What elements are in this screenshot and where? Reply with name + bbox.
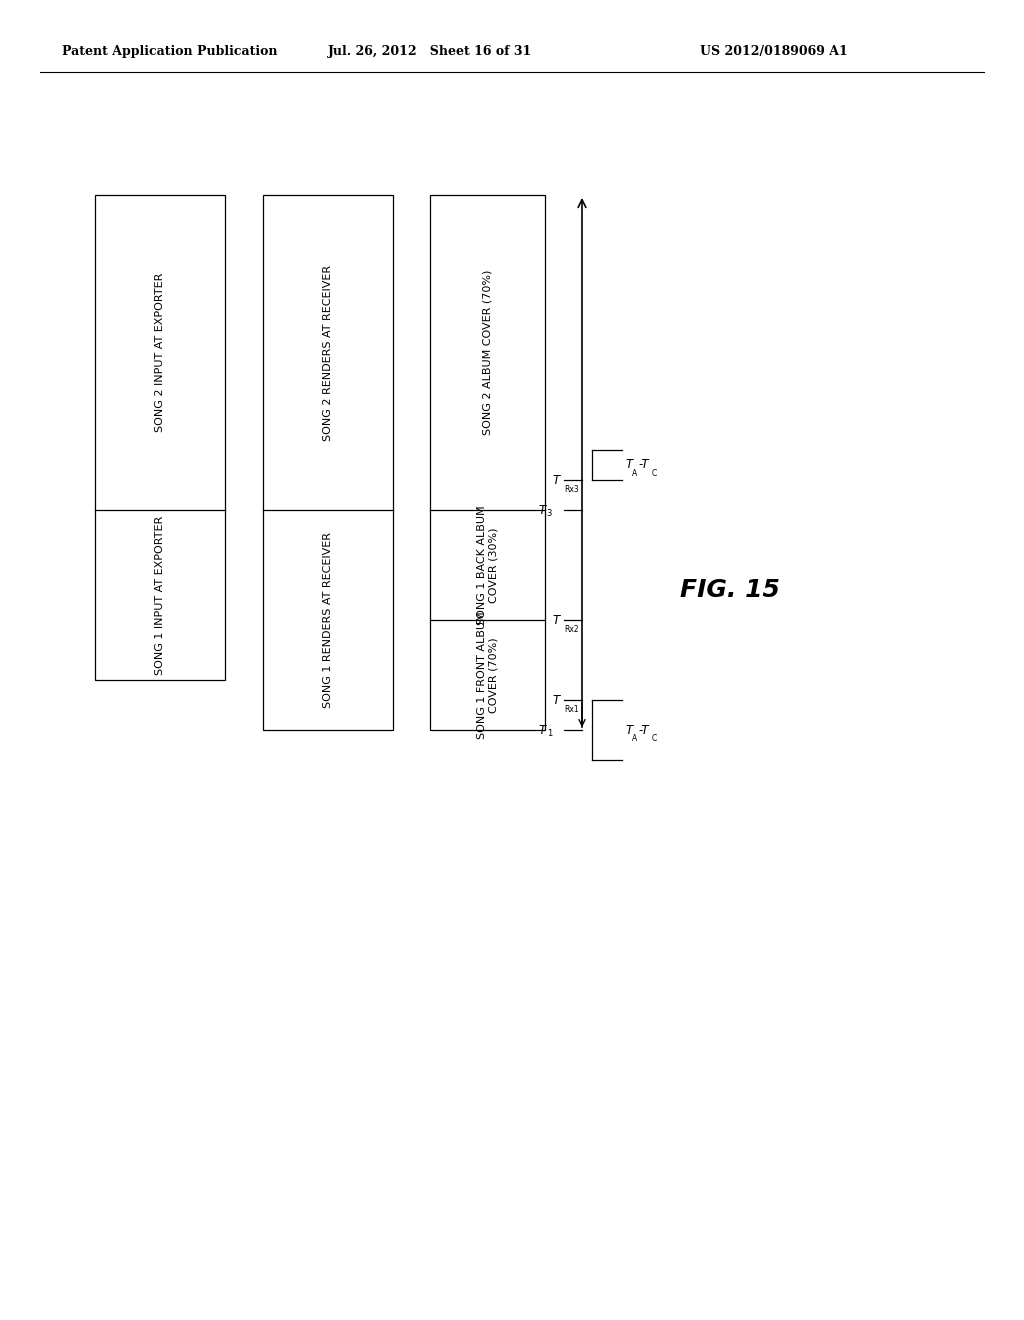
- Text: Rx3: Rx3: [564, 484, 579, 494]
- Text: C: C: [652, 734, 657, 743]
- Text: SONG 1 BACK ALBUM
COVER (30%): SONG 1 BACK ALBUM COVER (30%): [477, 506, 499, 624]
- Text: T: T: [539, 723, 546, 737]
- Text: SONG 2 ALBUM COVER (70%): SONG 2 ALBUM COVER (70%): [482, 269, 493, 436]
- Text: FIG. 15: FIG. 15: [680, 578, 780, 602]
- Text: 1: 1: [547, 730, 552, 738]
- Text: -T: -T: [638, 723, 648, 737]
- Text: C: C: [652, 469, 657, 478]
- Text: A: A: [632, 469, 637, 478]
- Text: T: T: [539, 503, 546, 516]
- Text: SONG 1 INPUT AT EXPORTER: SONG 1 INPUT AT EXPORTER: [155, 515, 165, 675]
- Bar: [430, 195, 545, 730]
- Text: SONG 2 RENDERS AT RECEIVER: SONG 2 RENDERS AT RECEIVER: [323, 264, 333, 441]
- Text: T: T: [626, 723, 633, 737]
- Text: Patent Application Publication: Patent Application Publication: [62, 45, 278, 58]
- Text: Rx2: Rx2: [564, 624, 579, 634]
- Bar: [263, 195, 393, 730]
- Text: 3: 3: [547, 510, 552, 519]
- Text: T: T: [626, 458, 633, 471]
- Text: US 2012/0189069 A1: US 2012/0189069 A1: [700, 45, 848, 58]
- Text: T: T: [553, 614, 560, 627]
- Text: SONG 1 FRONT ALBUM
COVER (70%): SONG 1 FRONT ALBUM COVER (70%): [477, 611, 499, 739]
- Text: Jul. 26, 2012   Sheet 16 of 31: Jul. 26, 2012 Sheet 16 of 31: [328, 45, 532, 58]
- Text: T: T: [553, 693, 560, 706]
- Text: A: A: [632, 734, 637, 743]
- Text: Rx1: Rx1: [564, 705, 579, 714]
- Text: SONG 1 RENDERS AT RECEIVER: SONG 1 RENDERS AT RECEIVER: [323, 532, 333, 708]
- Text: -T: -T: [638, 458, 648, 471]
- Text: SONG 2 INPUT AT EXPORTER: SONG 2 INPUT AT EXPORTER: [155, 273, 165, 432]
- Bar: [95, 195, 225, 680]
- Text: T: T: [553, 474, 560, 487]
